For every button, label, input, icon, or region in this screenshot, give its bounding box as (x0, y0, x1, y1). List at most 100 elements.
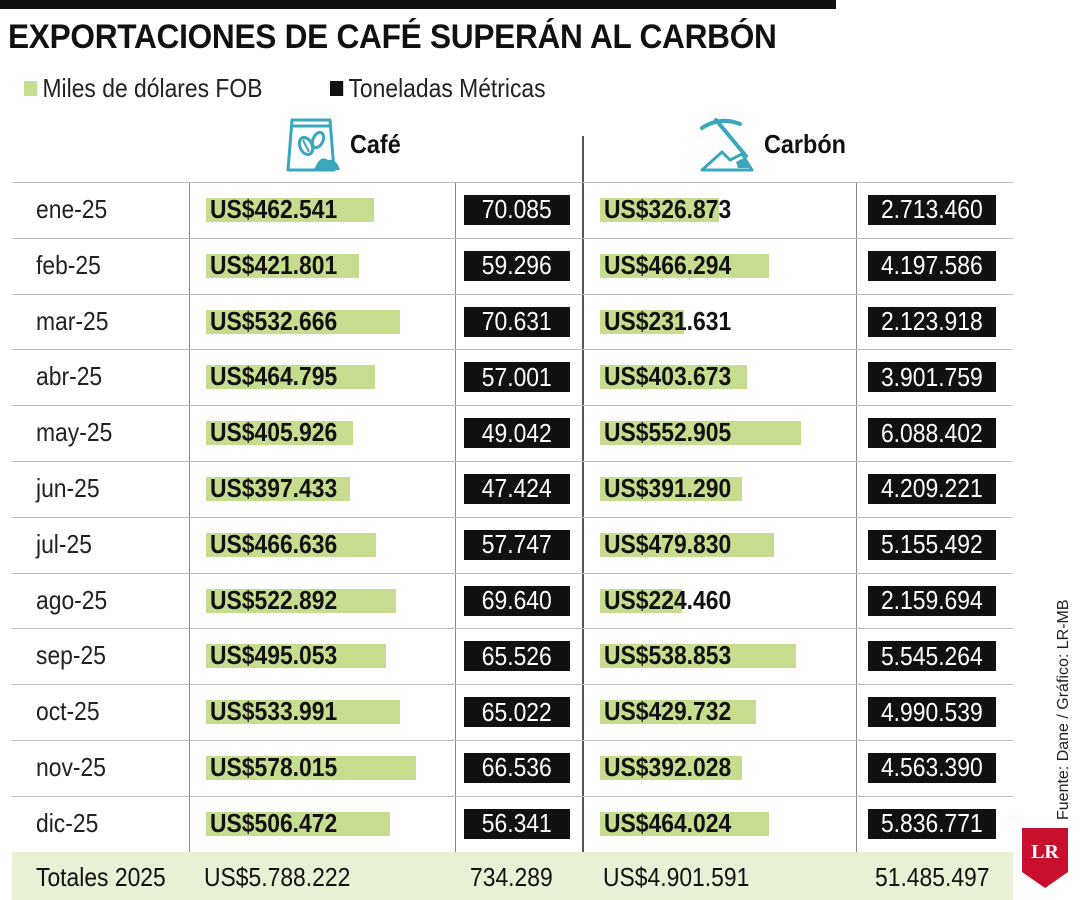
cafe-usd-value: US$495.053 (210, 640, 338, 671)
carbon-ton-value: 6.088.402 (868, 417, 996, 449)
cafe-ton-text: 69.640 (482, 585, 552, 615)
row-month: dic-25 (36, 807, 99, 838)
cafe-ton-value: 59.296 (464, 250, 570, 281)
carbon-ton-value: 4.990.539 (868, 696, 996, 728)
carbon-ton-value: 2.713.460 (868, 194, 996, 225)
carbon-ton-value: 5.545.264 (868, 640, 996, 672)
row-month: ago-25 (36, 584, 108, 615)
carbon-ton-text: 6.088.402 (881, 417, 983, 448)
row-month: nov-25 (36, 751, 106, 782)
carbon-usd-value: US$552.905 (604, 417, 732, 448)
carbon-usd-bar (600, 588, 682, 613)
cafe-ton-text: 70.631 (482, 306, 552, 336)
cafe-ton-text: 70.085 (482, 194, 552, 225)
carbon-ton-text: 5.155.492 (881, 529, 983, 560)
row-divider (12, 461, 1013, 462)
row-month: feb-25 (36, 249, 101, 280)
row-divider (12, 237, 1013, 239)
row-month: abr-25 (36, 361, 103, 392)
cafe-usd-bar (206, 253, 359, 278)
row-divider (12, 795, 1013, 797)
cafe-ton-value: 65.022 (464, 696, 570, 728)
carbon-ton-value: 4.197.586 (868, 250, 996, 281)
row-divider (12, 628, 1013, 630)
totals-cafe-ton: 734.289 (470, 862, 553, 892)
cafe-usd-value: US$533.991 (210, 696, 338, 727)
carbon-usd-value: US$466.294 (604, 249, 732, 280)
cafe-ton-value: 70.631 (464, 306, 570, 337)
carbon-usd-bar (600, 421, 801, 446)
carbon-ton-value: 4.563.390 (868, 752, 996, 783)
cafe-usd-bar (206, 365, 375, 390)
cafe-ton-value: 65.526 (464, 640, 570, 672)
legend-ton-label: Toneladas Métricas (348, 72, 546, 103)
cafe-ton-value: 47.424 (464, 473, 570, 504)
carbon-usd-bar (600, 644, 796, 669)
totals-cafe-usd: US$5.788.222 (204, 862, 351, 892)
legend-usd-swatch (24, 80, 38, 96)
totals-label: Totales 2025 (36, 862, 166, 892)
cafe-ton-value: 57.747 (464, 529, 570, 560)
carbon-ton-text: 3.901.759 (881, 361, 983, 392)
legend-usd-label: Miles de dólares FOB (42, 72, 263, 103)
cafe-ton-text: 47.424 (482, 473, 552, 504)
pickaxe-coal-icon (700, 118, 754, 172)
cafe-usd-value: US$421.801 (210, 249, 338, 280)
carbon-ton-text: 5.836.771 (881, 808, 983, 839)
carbon-ton-text: 2.159.694 (881, 585, 983, 615)
cafe-ton-value: 49.042 (464, 417, 570, 449)
row-divider (12, 572, 1013, 574)
header-cafe-label: Café (350, 128, 401, 159)
carbon-usd-value: US$392.028 (604, 751, 732, 782)
row-month: oct-25 (36, 696, 100, 727)
carbon-usd-value: US$538.853 (604, 640, 732, 671)
separator-cafe-mid (455, 182, 456, 898)
cafe-usd-value: US$462.541 (210, 193, 338, 224)
cafe-usd-value: US$506.472 (210, 807, 338, 838)
carbon-ton-value: 5.836.771 (868, 808, 996, 839)
cafe-usd-bar (206, 309, 400, 334)
cafe-usd-bar (206, 532, 376, 557)
row-month: sep-25 (36, 640, 106, 671)
carbon-ton-value: 5.155.492 (868, 529, 996, 560)
cafe-ton-value: 57.001 (464, 362, 570, 393)
cafe-usd-bar (206, 644, 386, 669)
carbon-usd-bar (600, 309, 684, 334)
cafe-ton-text: 49.042 (482, 417, 552, 448)
carbon-usd-value: US$403.673 (604, 361, 732, 392)
header-carbon: Carbón (696, 112, 855, 176)
separator-carbon-mid (856, 182, 857, 898)
cafe-usd-value: US$466.636 (210, 528, 338, 559)
carbon-usd-bar (600, 700, 756, 725)
cafe-usd-value: US$522.892 (210, 584, 338, 615)
cafe-ton-text: 59.296 (482, 250, 552, 281)
cafe-ton-text: 57.747 (482, 529, 552, 560)
top-rule (0, 0, 836, 9)
totals-carbon-usd: US$4.901.591 (603, 862, 750, 892)
cafe-ton-value: 66.536 (464, 752, 570, 783)
cafe-ton-text: 65.022 (482, 696, 552, 727)
row-divider (12, 405, 1013, 407)
cafe-ton-value: 69.640 (464, 585, 570, 616)
cafe-usd-value: US$578.015 (210, 751, 338, 782)
carbon-ton-text: 4.990.539 (881, 696, 983, 727)
carbon-ton-text: 4.563.390 (881, 752, 983, 783)
cafe-usd-bar (206, 476, 350, 501)
carbon-usd-value: US$391.290 (604, 472, 732, 503)
carbon-usd-value: US$464.024 (604, 807, 732, 838)
row-divider (12, 740, 1013, 741)
cafe-ton-value: 70.085 (464, 194, 570, 225)
carbon-ton-text: 5.545.264 (881, 640, 983, 671)
cafe-ton-text: 65.526 (482, 640, 552, 671)
row-month: may-25 (36, 417, 113, 448)
lr-logo: LR (1022, 828, 1068, 893)
cafe-usd-bar (206, 588, 396, 613)
legend-ton: Toneladas Métricas (330, 72, 546, 104)
header-cafe: Café (284, 112, 406, 176)
row-month: ene-25 (36, 193, 108, 224)
carbon-usd-value: US$231.631 (604, 305, 732, 336)
header-carbon-label: Carbón (764, 128, 846, 159)
carbon-usd-bar (600, 365, 747, 390)
cafe-usd-bar (206, 700, 400, 725)
totals-row (12, 852, 1013, 900)
